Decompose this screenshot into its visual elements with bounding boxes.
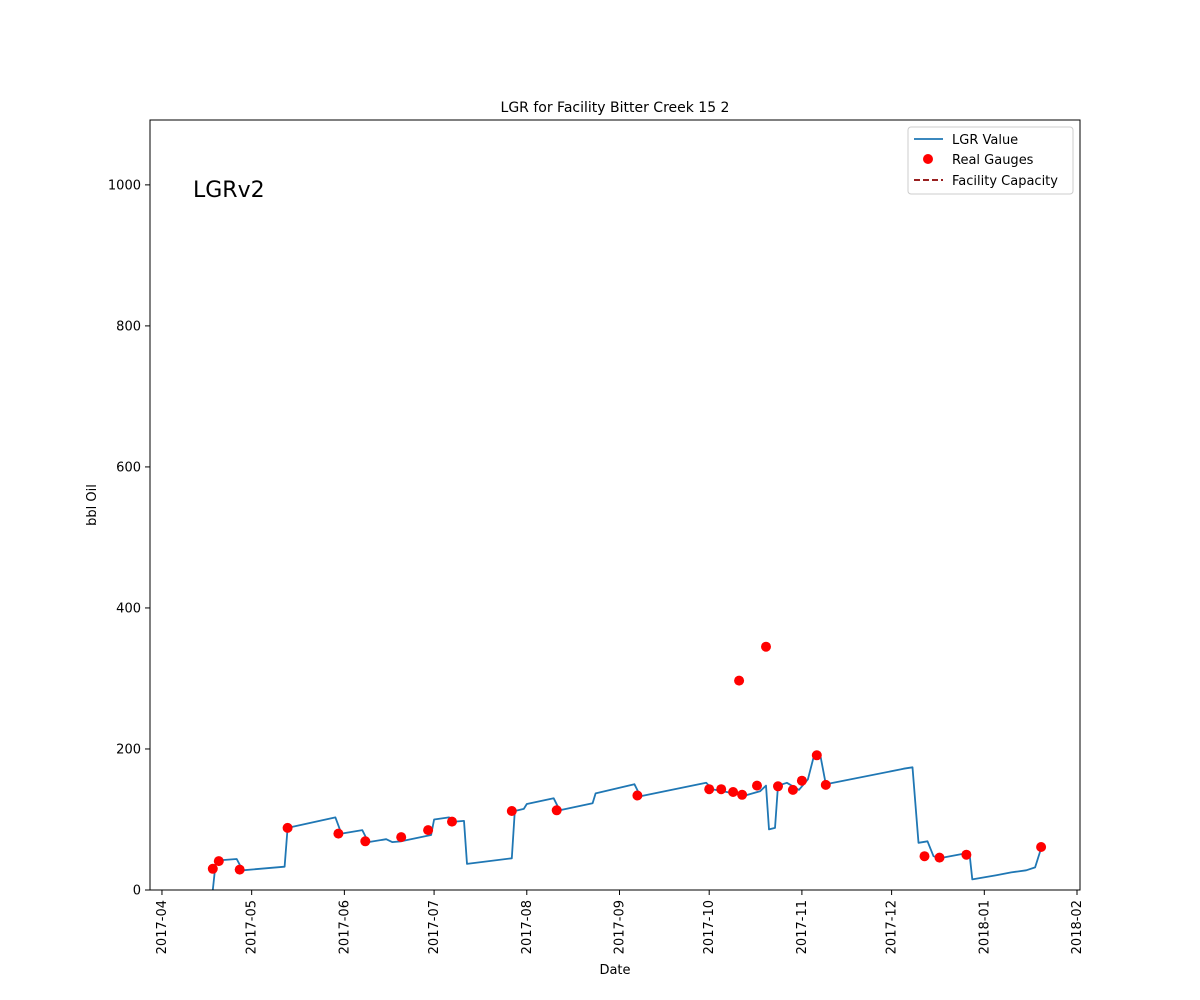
data-point-real-gauge [213, 856, 224, 867]
data-point-real-gauge [716, 784, 727, 795]
chart-title: LGR for Facility Bitter Creek 15 2 [501, 100, 730, 116]
x-tick-label: 2018-02 [1070, 900, 1085, 954]
data-point-real-gauge [919, 851, 930, 862]
x-tick-label: 2017-04 [155, 900, 170, 954]
y-axis-label: bbl Oil [85, 484, 100, 526]
series-line-lgr-value [211, 751, 1042, 891]
data-point-real-gauge [423, 825, 434, 836]
data-point-real-gauge [632, 790, 643, 801]
y-tick-label: 200 [116, 742, 141, 757]
data-point-real-gauge [234, 864, 245, 875]
annotation-lgrv2: LGRv2 [193, 178, 265, 203]
data-point-real-gauge [734, 675, 745, 686]
x-axis-label: Date [599, 963, 630, 978]
data-point-real-gauge [728, 787, 739, 797]
legend-dot-icon [923, 154, 933, 164]
data-point-real-gauge [773, 781, 783, 792]
x-tick-label: 2017-09 [612, 900, 627, 954]
data-point-real-gauge [396, 832, 407, 843]
data-point-real-gauge [506, 806, 517, 816]
data-point-real-gauge [737, 789, 748, 800]
legend-label-facility-capacity: Facility Capacity [952, 174, 1058, 189]
data-point-real-gauge [811, 750, 822, 761]
legend: LGR Value Real Gauges Facility Capacity [907, 126, 1074, 195]
x-tick-label: 2017-05 [245, 900, 260, 954]
x-tick-label: 2017-06 [337, 900, 352, 954]
data-point-real-gauge [934, 852, 945, 863]
x-tick-label: 2017-11 [795, 900, 810, 954]
data-point-real-gauge [447, 816, 457, 827]
data-point-real-gauge [333, 828, 344, 839]
data-point-real-gauge [207, 863, 218, 874]
x-tick-label: 2017-12 [885, 900, 900, 954]
plot-frame [149, 119, 1081, 891]
data-point-real-gauge [551, 805, 562, 816]
data-point-real-gauge [1036, 842, 1047, 852]
data-point-real-gauge [787, 784, 798, 795]
data-point-real-gauge [761, 641, 771, 652]
x-tick-label: 2017-08 [520, 900, 535, 954]
y-tick-label: 1000 [108, 178, 141, 193]
y-tick-label: 800 [116, 319, 141, 334]
data-point-real-gauge [360, 836, 371, 847]
legend-label-lgr-value: LGR Value [952, 133, 1018, 148]
x-tick-label: 2017-10 [702, 900, 717, 954]
x-tick-label: 2017-07 [427, 900, 442, 954]
y-tick-label: 400 [116, 601, 141, 616]
data-point-real-gauge [704, 784, 715, 795]
legend-frame [907, 126, 1074, 195]
y-tick-label: 600 [116, 460, 141, 475]
data-point-real-gauge [796, 775, 807, 786]
y-tick-label: 0 [133, 884, 141, 899]
legend-label-real-gauges: Real Gauges [952, 153, 1034, 168]
data-point-real-gauge [961, 849, 972, 860]
data-point-real-gauge [752, 780, 762, 791]
data-point-real-gauge [282, 822, 293, 833]
plot-data [207, 641, 1047, 891]
x-tick-label: 2018-01 [977, 900, 992, 954]
data-point-real-gauge [820, 779, 831, 790]
axes: 2017-04 2017-05 2017-06 2017-07 2017-08 2017-… [108, 178, 1085, 954]
